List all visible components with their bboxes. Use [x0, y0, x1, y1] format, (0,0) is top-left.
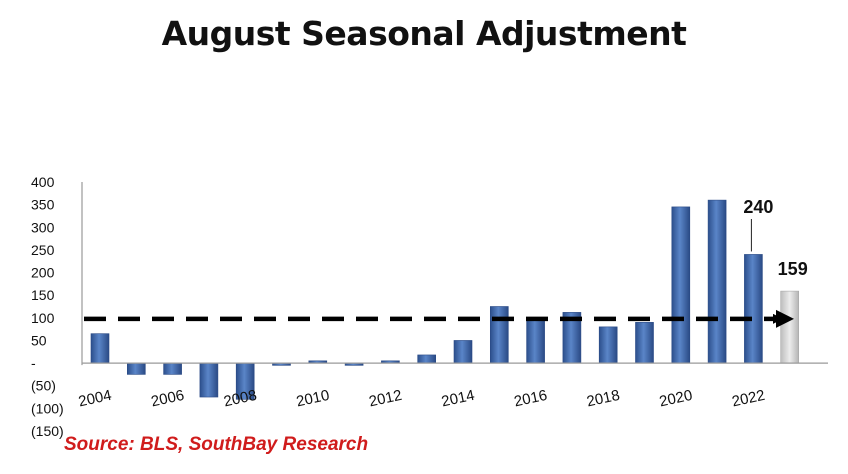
x-tick-label: 2012 — [367, 387, 403, 411]
y-tick-label: 100 — [31, 310, 55, 326]
x-tick-label: 2022 — [730, 387, 766, 411]
y-tick-label: 250 — [31, 242, 55, 258]
bar-2021 — [707, 199, 727, 364]
y-tick-label: 300 — [31, 219, 55, 235]
x-axis: 2004 2006 2008 2010 2012 2014 2016 2018 2020 2022 — [77, 362, 828, 411]
source-note: Source: BLS, SouthBay Research — [64, 434, 369, 455]
y-tick-label: 150 — [31, 287, 55, 303]
x-tick-label: 2008 — [222, 387, 258, 411]
y-tick-label: 200 — [31, 265, 55, 281]
bar-2019 — [635, 322, 654, 364]
bar-2022 — [744, 254, 763, 364]
x-tick-label: 2018 — [585, 387, 621, 411]
x-tick-label: 2020 — [658, 387, 694, 411]
chart-title: August Seasonal Adjustment — [161, 14, 687, 53]
x-tick-label: 2016 — [513, 387, 549, 411]
bar-2016 — [526, 317, 545, 364]
y-tick-label: (50) — [31, 378, 56, 394]
x-tick-label: 2010 — [295, 387, 331, 411]
bar-2015 — [489, 306, 509, 364]
bar-2004 — [90, 333, 110, 364]
bar-2020 — [671, 206, 691, 364]
bar-2005 — [127, 362, 146, 375]
bars — [90, 199, 800, 400]
y-tick-label: 50 — [31, 332, 47, 348]
bar-2013 — [417, 354, 437, 364]
bar-2006 — [163, 362, 182, 375]
x-tick-label: 2006 — [150, 387, 186, 411]
y-tick-label: (100) — [31, 400, 64, 416]
annotations: 240 159 — [84, 197, 808, 328]
y-tick-label: 350 — [31, 197, 55, 213]
y-tick-label: 400 — [31, 174, 55, 190]
arrow-head — [776, 309, 794, 328]
y-axis: 400 350 300 250 200 150 100 50 - (50) (100) (150) — [31, 174, 83, 439]
bar-2007 — [199, 362, 219, 398]
y-tick-label: (150) — [31, 423, 64, 439]
data-label-2022: 240 — [743, 197, 773, 217]
x-tick-label: 2014 — [440, 387, 476, 411]
bar-2023 — [780, 290, 800, 364]
y-tick-label: - — [31, 355, 36, 371]
bar-2014 — [453, 340, 473, 364]
x-tick-label: 2004 — [77, 387, 113, 411]
data-label-2023: 159 — [778, 259, 808, 279]
bar-2018 — [598, 326, 618, 364]
